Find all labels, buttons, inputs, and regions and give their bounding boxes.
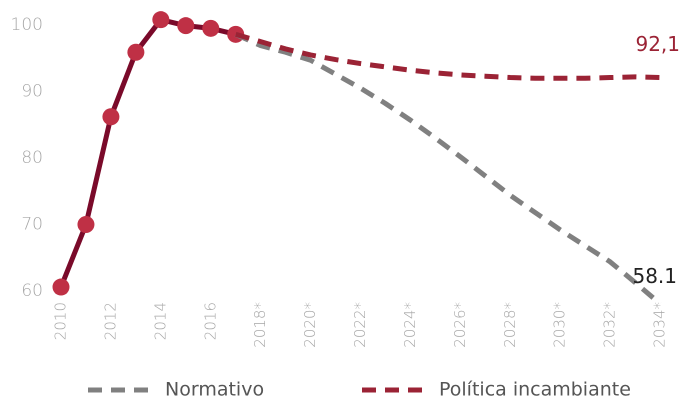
- y-tick-label: 80: [21, 148, 43, 168]
- point: [202, 19, 220, 37]
- y-tick-label: 70: [21, 215, 43, 235]
- point: [77, 216, 95, 234]
- y-tick-label: 60: [21, 281, 43, 301]
- y-tick-label: 90: [21, 82, 43, 102]
- x-tick-label: 2018*: [251, 302, 269, 348]
- x-tick-label: 2034*: [651, 302, 669, 348]
- x-tick-label: 2022*: [351, 302, 369, 348]
- x-tick-label: 2032*: [601, 302, 619, 348]
- x-tick-label: 2010: [52, 302, 70, 340]
- x-tick-label: 2016: [201, 302, 219, 340]
- value-label: 58.1: [632, 264, 677, 288]
- value-label: 92,1: [635, 32, 680, 56]
- point: [52, 278, 70, 296]
- x-tick-label: 2028*: [501, 302, 519, 348]
- legend-label: Política incambiante: [439, 379, 631, 401]
- point: [177, 17, 195, 35]
- point: [127, 43, 145, 61]
- x-tick-label: 2014: [151, 302, 169, 340]
- series-line: [235, 31, 661, 81]
- y-tick-label: 100: [11, 15, 43, 35]
- x-tick-label: 2030*: [551, 302, 569, 348]
- series-line: [58, 17, 237, 288]
- legend-label: Normativo: [165, 379, 264, 401]
- x-tick-label: 2012: [101, 302, 119, 340]
- point: [102, 108, 120, 126]
- x-tick-label: 2020*: [301, 302, 319, 348]
- series-line: [234, 32, 662, 306]
- x-tick-label: 2026*: [451, 302, 469, 348]
- x-tick-label: 2024*: [401, 302, 419, 348]
- point: [152, 11, 170, 29]
